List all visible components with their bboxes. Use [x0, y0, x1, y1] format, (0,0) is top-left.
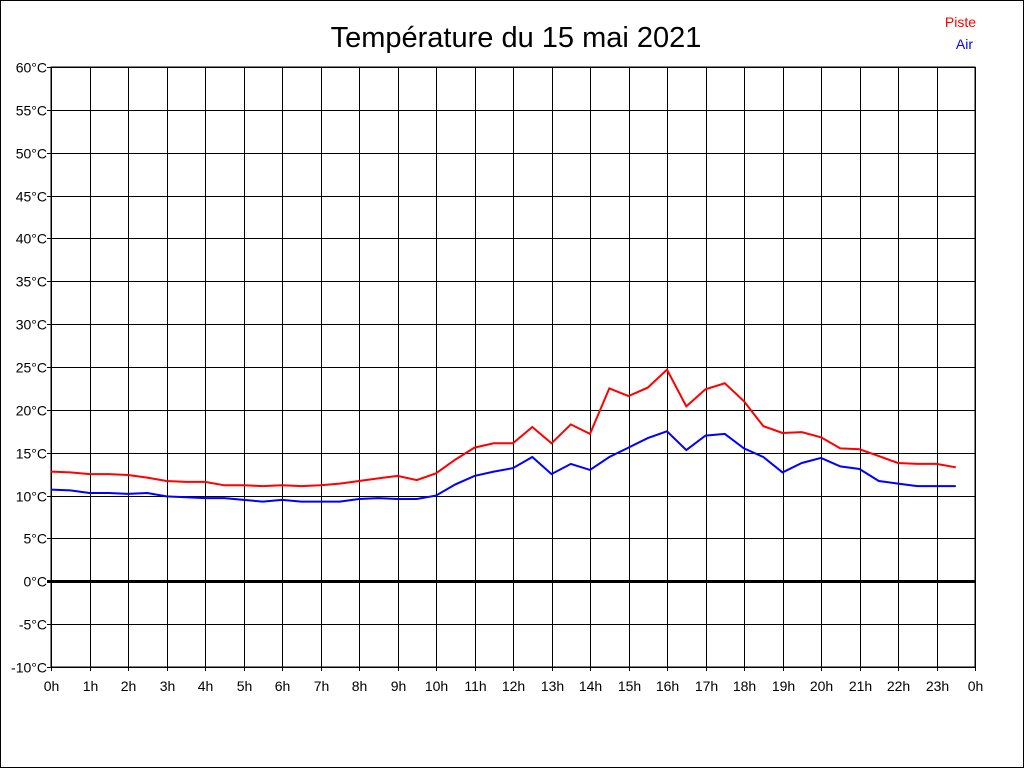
- x-tick-label: 19h: [772, 678, 795, 694]
- x-tick-label: 7h: [314, 678, 330, 694]
- x-tick-label: 1h: [83, 678, 99, 694]
- series-line-air: [50, 430, 956, 503]
- y-tick-label: 60°C: [16, 60, 47, 76]
- y-tick-label: 30°C: [16, 317, 47, 333]
- x-tick-label: 13h: [541, 678, 564, 694]
- x-tick-label: 21h: [849, 678, 872, 694]
- x-tick-label: 14h: [579, 678, 602, 694]
- x-tick-label: 12h: [502, 678, 525, 694]
- x-tick-label: 18h: [733, 678, 756, 694]
- x-tick-label: 23h: [926, 678, 949, 694]
- x-tick-label: 9h: [391, 678, 407, 694]
- x-tick-label: 8h: [352, 678, 368, 694]
- y-tick-label: -5°C: [19, 617, 47, 633]
- x-tick-label: 16h: [656, 678, 679, 694]
- x-tick-label: 11h: [464, 678, 486, 694]
- x-tick-label: 10h: [425, 678, 448, 694]
- y-tick-label: 45°C: [16, 189, 47, 205]
- y-tick-label: -10°C: [11, 660, 47, 676]
- x-tick-label: 5h: [237, 678, 253, 694]
- x-tick-label: 0h: [968, 678, 984, 694]
- y-tick-label: 55°C: [16, 103, 47, 119]
- y-tick-label: 0°C: [24, 574, 48, 590]
- y-tick-label: 20°C: [16, 403, 47, 419]
- y-tick-label: 40°C: [16, 231, 47, 247]
- x-tick-label: 22h: [887, 678, 910, 694]
- x-tick-label: 2h: [121, 678, 137, 694]
- y-tick-label: 35°C: [16, 274, 47, 290]
- x-tick-label: 15h: [618, 678, 641, 694]
- x-tick-label: 6h: [275, 678, 291, 694]
- x-tick-label: 4h: [198, 678, 214, 694]
- x-tick-label: 0h: [44, 678, 60, 694]
- x-tick-label: 17h: [695, 678, 718, 694]
- y-tick-label: 25°C: [16, 360, 47, 376]
- legend-entry-air: Air: [956, 36, 973, 52]
- y-tick-label: 15°C: [16, 446, 47, 462]
- y-tick-label: 5°C: [24, 531, 48, 547]
- x-tick-label: 20h: [810, 678, 833, 694]
- series-line-piste: [50, 367, 956, 488]
- y-tick-label: 10°C: [16, 489, 47, 505]
- chart-title: Température du 15 mai 2021: [331, 22, 702, 54]
- legend-entry-piste: Piste: [945, 14, 976, 30]
- y-tick-label: 50°C: [16, 146, 47, 162]
- x-tick-label: 3h: [160, 678, 176, 694]
